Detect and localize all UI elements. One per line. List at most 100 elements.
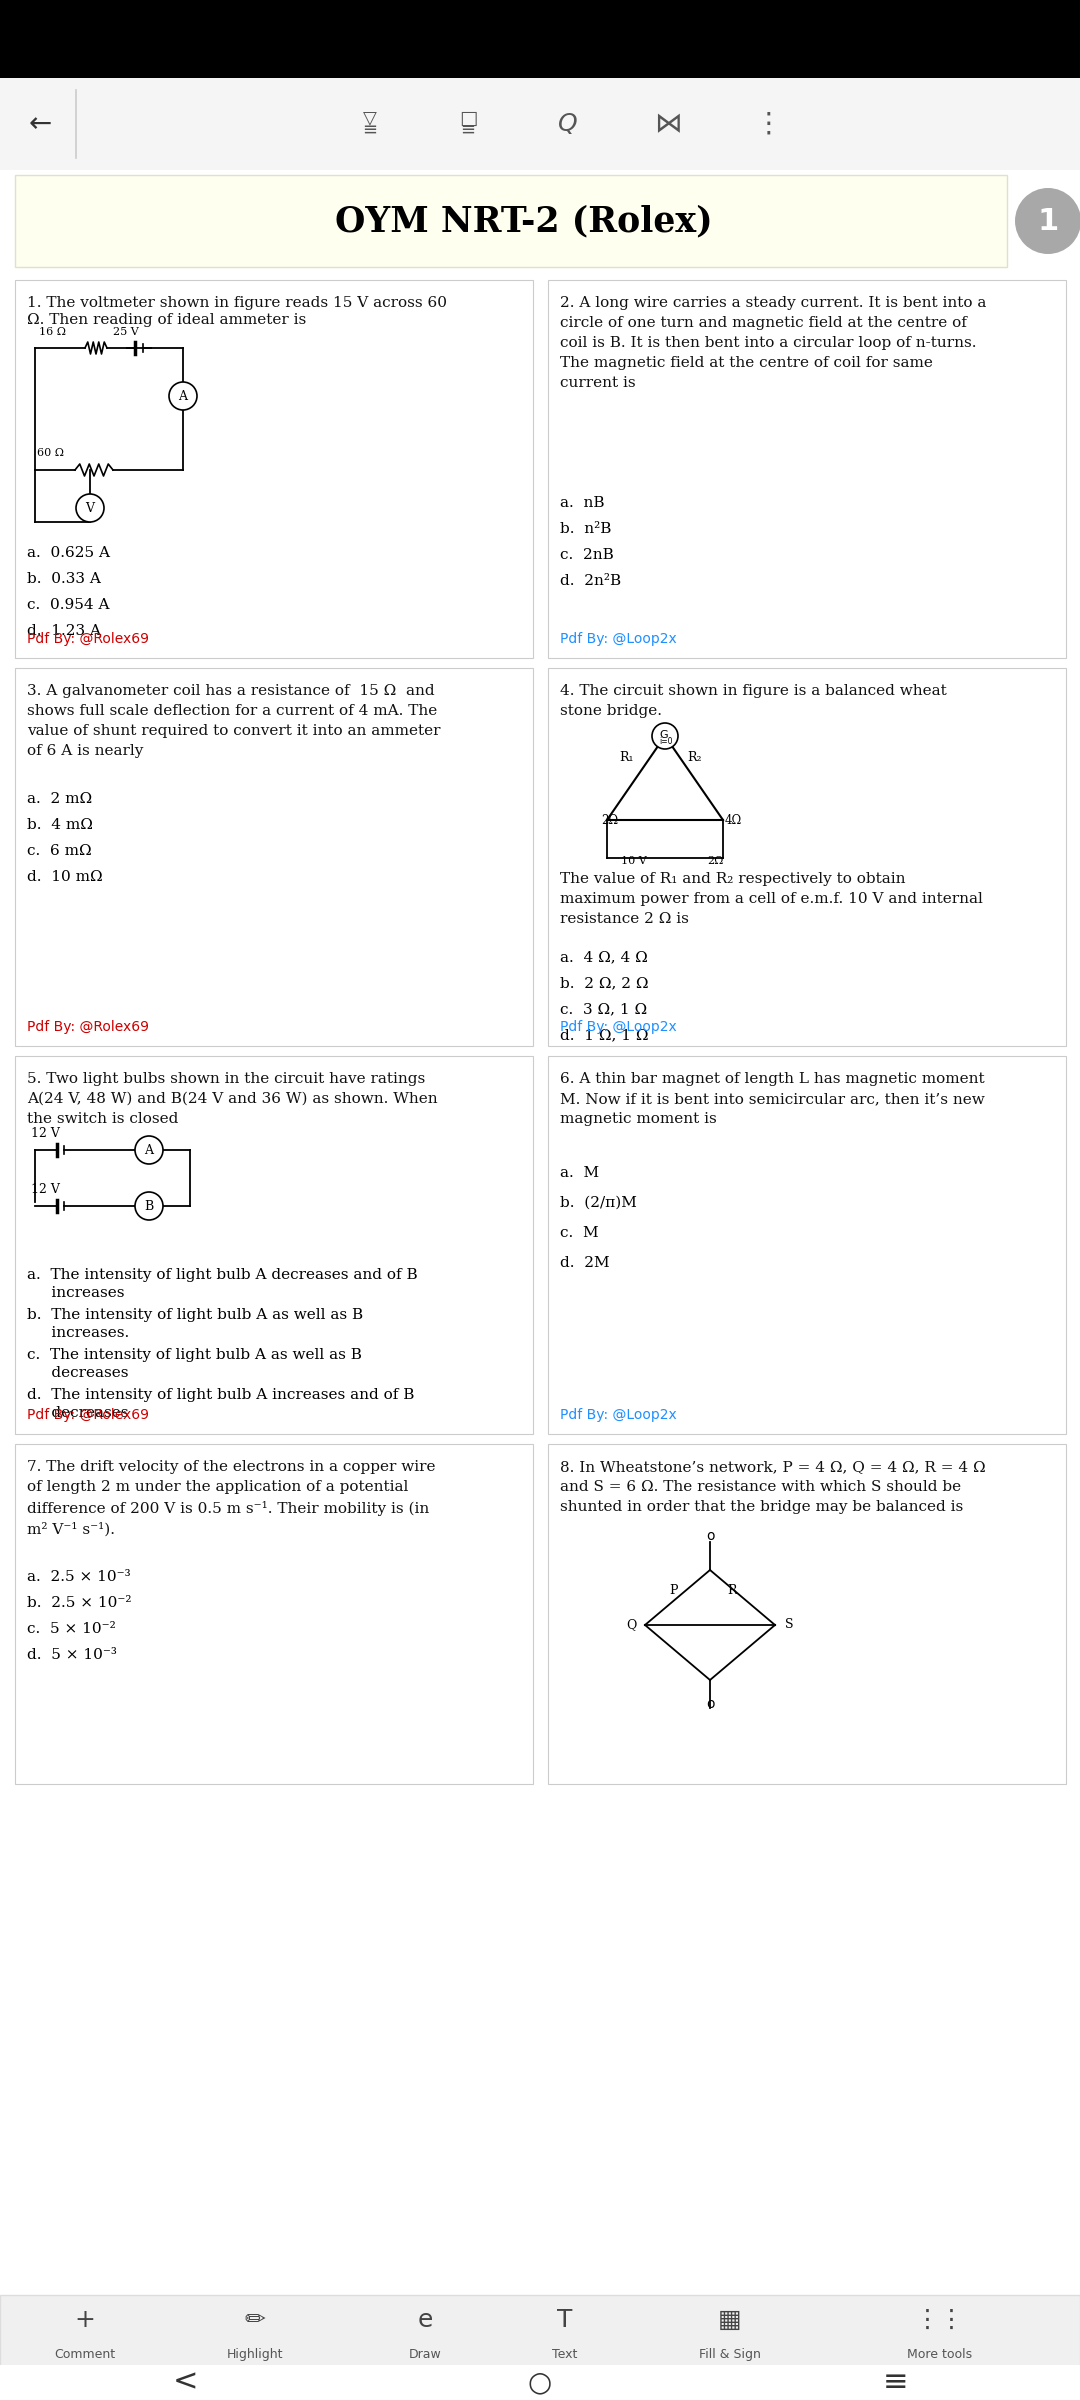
Text: 1. The voltmeter shown in figure reads 15 V across 60: 1. The voltmeter shown in figure reads 1… xyxy=(27,295,447,310)
Text: T: T xyxy=(557,2309,572,2333)
Text: 3. A galvanometer coil has a resistance of  15 Ω  and
shows full scale deflectio: 3. A galvanometer coil has a resistance … xyxy=(27,684,441,758)
Bar xyxy=(0,77,1080,170)
Text: d.  1.23 A: d. 1.23 A xyxy=(27,624,102,638)
Text: Text: Text xyxy=(552,2347,578,2362)
Text: o: o xyxy=(706,1529,715,1543)
Text: Pdf By: @Rolex69: Pdf By: @Rolex69 xyxy=(27,631,149,646)
Text: b.  2.5 × 10⁻²: b. 2.5 × 10⁻² xyxy=(27,1596,132,1610)
Text: 12 V: 12 V xyxy=(31,1128,59,1140)
Text: c.  2nB: c. 2nB xyxy=(561,547,613,562)
Text: ✏: ✏ xyxy=(244,2309,266,2333)
Text: 12 V: 12 V xyxy=(31,1183,59,1195)
Text: A: A xyxy=(178,389,188,403)
Text: b.  2 Ω, 2 Ω: b. 2 Ω, 2 Ω xyxy=(561,977,648,989)
Text: a.  The intensity of light bulb A decreases and of B
     increases: a. The intensity of light bulb A decreas… xyxy=(27,1267,418,1301)
Text: 16 Ω: 16 Ω xyxy=(39,326,66,336)
Text: i=0: i=0 xyxy=(659,737,673,746)
Text: ≡: ≡ xyxy=(882,2366,908,2398)
Text: Pdf By: @Loop2x: Pdf By: @Loop2x xyxy=(561,1409,677,1421)
Text: d.  5 × 10⁻³: d. 5 × 10⁻³ xyxy=(27,1649,117,1661)
Text: 2Ω: 2Ω xyxy=(707,857,724,866)
Text: S: S xyxy=(785,1618,793,1632)
Text: ⋈: ⋈ xyxy=(654,110,681,137)
Text: G: G xyxy=(660,730,669,739)
Bar xyxy=(15,1445,534,1783)
Text: d.  2n²B: d. 2n²B xyxy=(561,574,621,588)
Text: c.  5 × 10⁻²: c. 5 × 10⁻² xyxy=(27,1622,116,1637)
Text: □: □ xyxy=(459,108,477,127)
Circle shape xyxy=(168,382,197,410)
Text: Pdf By: @Loop2x: Pdf By: @Loop2x xyxy=(561,631,677,646)
Text: ▦: ▦ xyxy=(718,2309,742,2333)
Bar xyxy=(548,1445,1066,1783)
Text: 2Ω: 2Ω xyxy=(600,814,618,828)
Circle shape xyxy=(135,1135,163,1164)
Text: OYM NRT-2 (Rolex): OYM NRT-2 (Rolex) xyxy=(335,204,713,238)
Text: Q: Q xyxy=(558,113,578,137)
Bar xyxy=(15,1056,534,1433)
Text: +: + xyxy=(75,2309,95,2333)
Text: 8. In Wheatstone’s network, P = 4 Ω, Q = 4 Ω, R = 4 Ω
and S = 6 Ω. The resistanc: 8. In Wheatstone’s network, P = 4 Ω, Q =… xyxy=(561,1459,986,1514)
Text: o: o xyxy=(706,1697,715,1711)
Text: ≡: ≡ xyxy=(363,120,378,139)
Circle shape xyxy=(652,722,678,749)
Circle shape xyxy=(135,1193,163,1219)
Bar xyxy=(0,2364,1080,2400)
Bar xyxy=(15,281,534,658)
Text: ←: ← xyxy=(28,110,52,137)
Text: c.  The intensity of light bulb A as well as B
     decreases: c. The intensity of light bulb A as well… xyxy=(27,1349,362,1380)
Text: R₂: R₂ xyxy=(687,751,702,763)
Text: d.  2M: d. 2M xyxy=(561,1255,609,1270)
Text: 1: 1 xyxy=(1038,206,1058,235)
Text: Q: Q xyxy=(625,1618,636,1632)
Text: c.  3 Ω, 1 Ω: c. 3 Ω, 1 Ω xyxy=(561,1003,647,1015)
Text: a.  0.625 A: a. 0.625 A xyxy=(27,545,110,559)
Text: Pdf By: @Rolex69: Pdf By: @Rolex69 xyxy=(27,1020,149,1034)
Text: c.  6 mΩ: c. 6 mΩ xyxy=(27,845,92,857)
Text: b.  4 mΩ: b. 4 mΩ xyxy=(27,818,93,833)
Text: c.  M: c. M xyxy=(561,1226,598,1241)
Text: b.  0.33 A: b. 0.33 A xyxy=(27,571,100,586)
Text: The value of R₁ and R₂ respectively to obtain
maximum power from a cell of e.m.f: The value of R₁ and R₂ respectively to o… xyxy=(561,871,983,926)
Text: Pdf By: @Loop2x: Pdf By: @Loop2x xyxy=(561,1020,677,1034)
Text: V: V xyxy=(85,502,95,514)
Circle shape xyxy=(76,494,104,521)
Bar xyxy=(15,175,1007,266)
Bar xyxy=(0,0,1080,77)
Text: Pdf By: @Rolex69: Pdf By: @Rolex69 xyxy=(27,1409,149,1421)
Text: d.  The intensity of light bulb A increases and of B
     decreases: d. The intensity of light bulb A increas… xyxy=(27,1387,415,1421)
Circle shape xyxy=(1015,187,1080,254)
Text: b.  The intensity of light bulb A as well as B
     increases.: b. The intensity of light bulb A as well… xyxy=(27,1308,363,1339)
Text: 4Ω: 4Ω xyxy=(725,814,742,828)
Text: 10 V: 10 V xyxy=(621,857,647,866)
Text: a.  M: a. M xyxy=(561,1166,599,1181)
Text: <: < xyxy=(172,2366,198,2398)
Text: ⋮: ⋮ xyxy=(754,110,782,137)
Text: ⋮⋮: ⋮⋮ xyxy=(915,2309,966,2333)
Text: ○: ○ xyxy=(528,2369,552,2395)
Text: 7. The drift velocity of the electrons in a copper wire
of length 2 m under the : 7. The drift velocity of the electrons i… xyxy=(27,1459,435,1536)
Text: c.  0.954 A: c. 0.954 A xyxy=(27,598,109,612)
Text: b.  (2/π)M: b. (2/π)M xyxy=(561,1195,637,1210)
Text: A: A xyxy=(145,1142,153,1157)
Text: 60 Ω: 60 Ω xyxy=(37,449,64,458)
Text: R₁: R₁ xyxy=(619,751,634,763)
Text: d.  10 mΩ: d. 10 mΩ xyxy=(27,869,103,883)
Text: B: B xyxy=(145,1200,153,1212)
Text: 5. Two light bulbs shown in the circuit have ratings
A(24 V, 48 W) and B(24 V an: 5. Two light bulbs shown in the circuit … xyxy=(27,1073,437,1126)
Bar xyxy=(548,1056,1066,1433)
Text: 25 V: 25 V xyxy=(113,326,138,336)
Text: a.  4 Ω, 4 Ω: a. 4 Ω, 4 Ω xyxy=(561,950,648,965)
Bar xyxy=(548,281,1066,658)
Text: ≡: ≡ xyxy=(460,120,475,139)
Text: More tools: More tools xyxy=(907,2347,973,2362)
Text: Fill & Sign: Fill & Sign xyxy=(699,2347,761,2362)
Text: P: P xyxy=(670,1584,678,1596)
Text: 2. A long wire carries a steady current. It is bent into a
circle of one turn an: 2. A long wire carries a steady current.… xyxy=(561,295,986,391)
Bar xyxy=(0,2294,1080,2376)
Text: a.  2.5 × 10⁻³: a. 2.5 × 10⁻³ xyxy=(27,1570,131,1584)
Text: d.  1 Ω, 1 Ω: d. 1 Ω, 1 Ω xyxy=(561,1027,648,1042)
Text: 4. The circuit shown in figure is a balanced wheat
stone bridge.: 4. The circuit shown in figure is a bala… xyxy=(561,684,947,718)
Text: ▽: ▽ xyxy=(363,108,377,127)
Text: R: R xyxy=(727,1584,737,1596)
